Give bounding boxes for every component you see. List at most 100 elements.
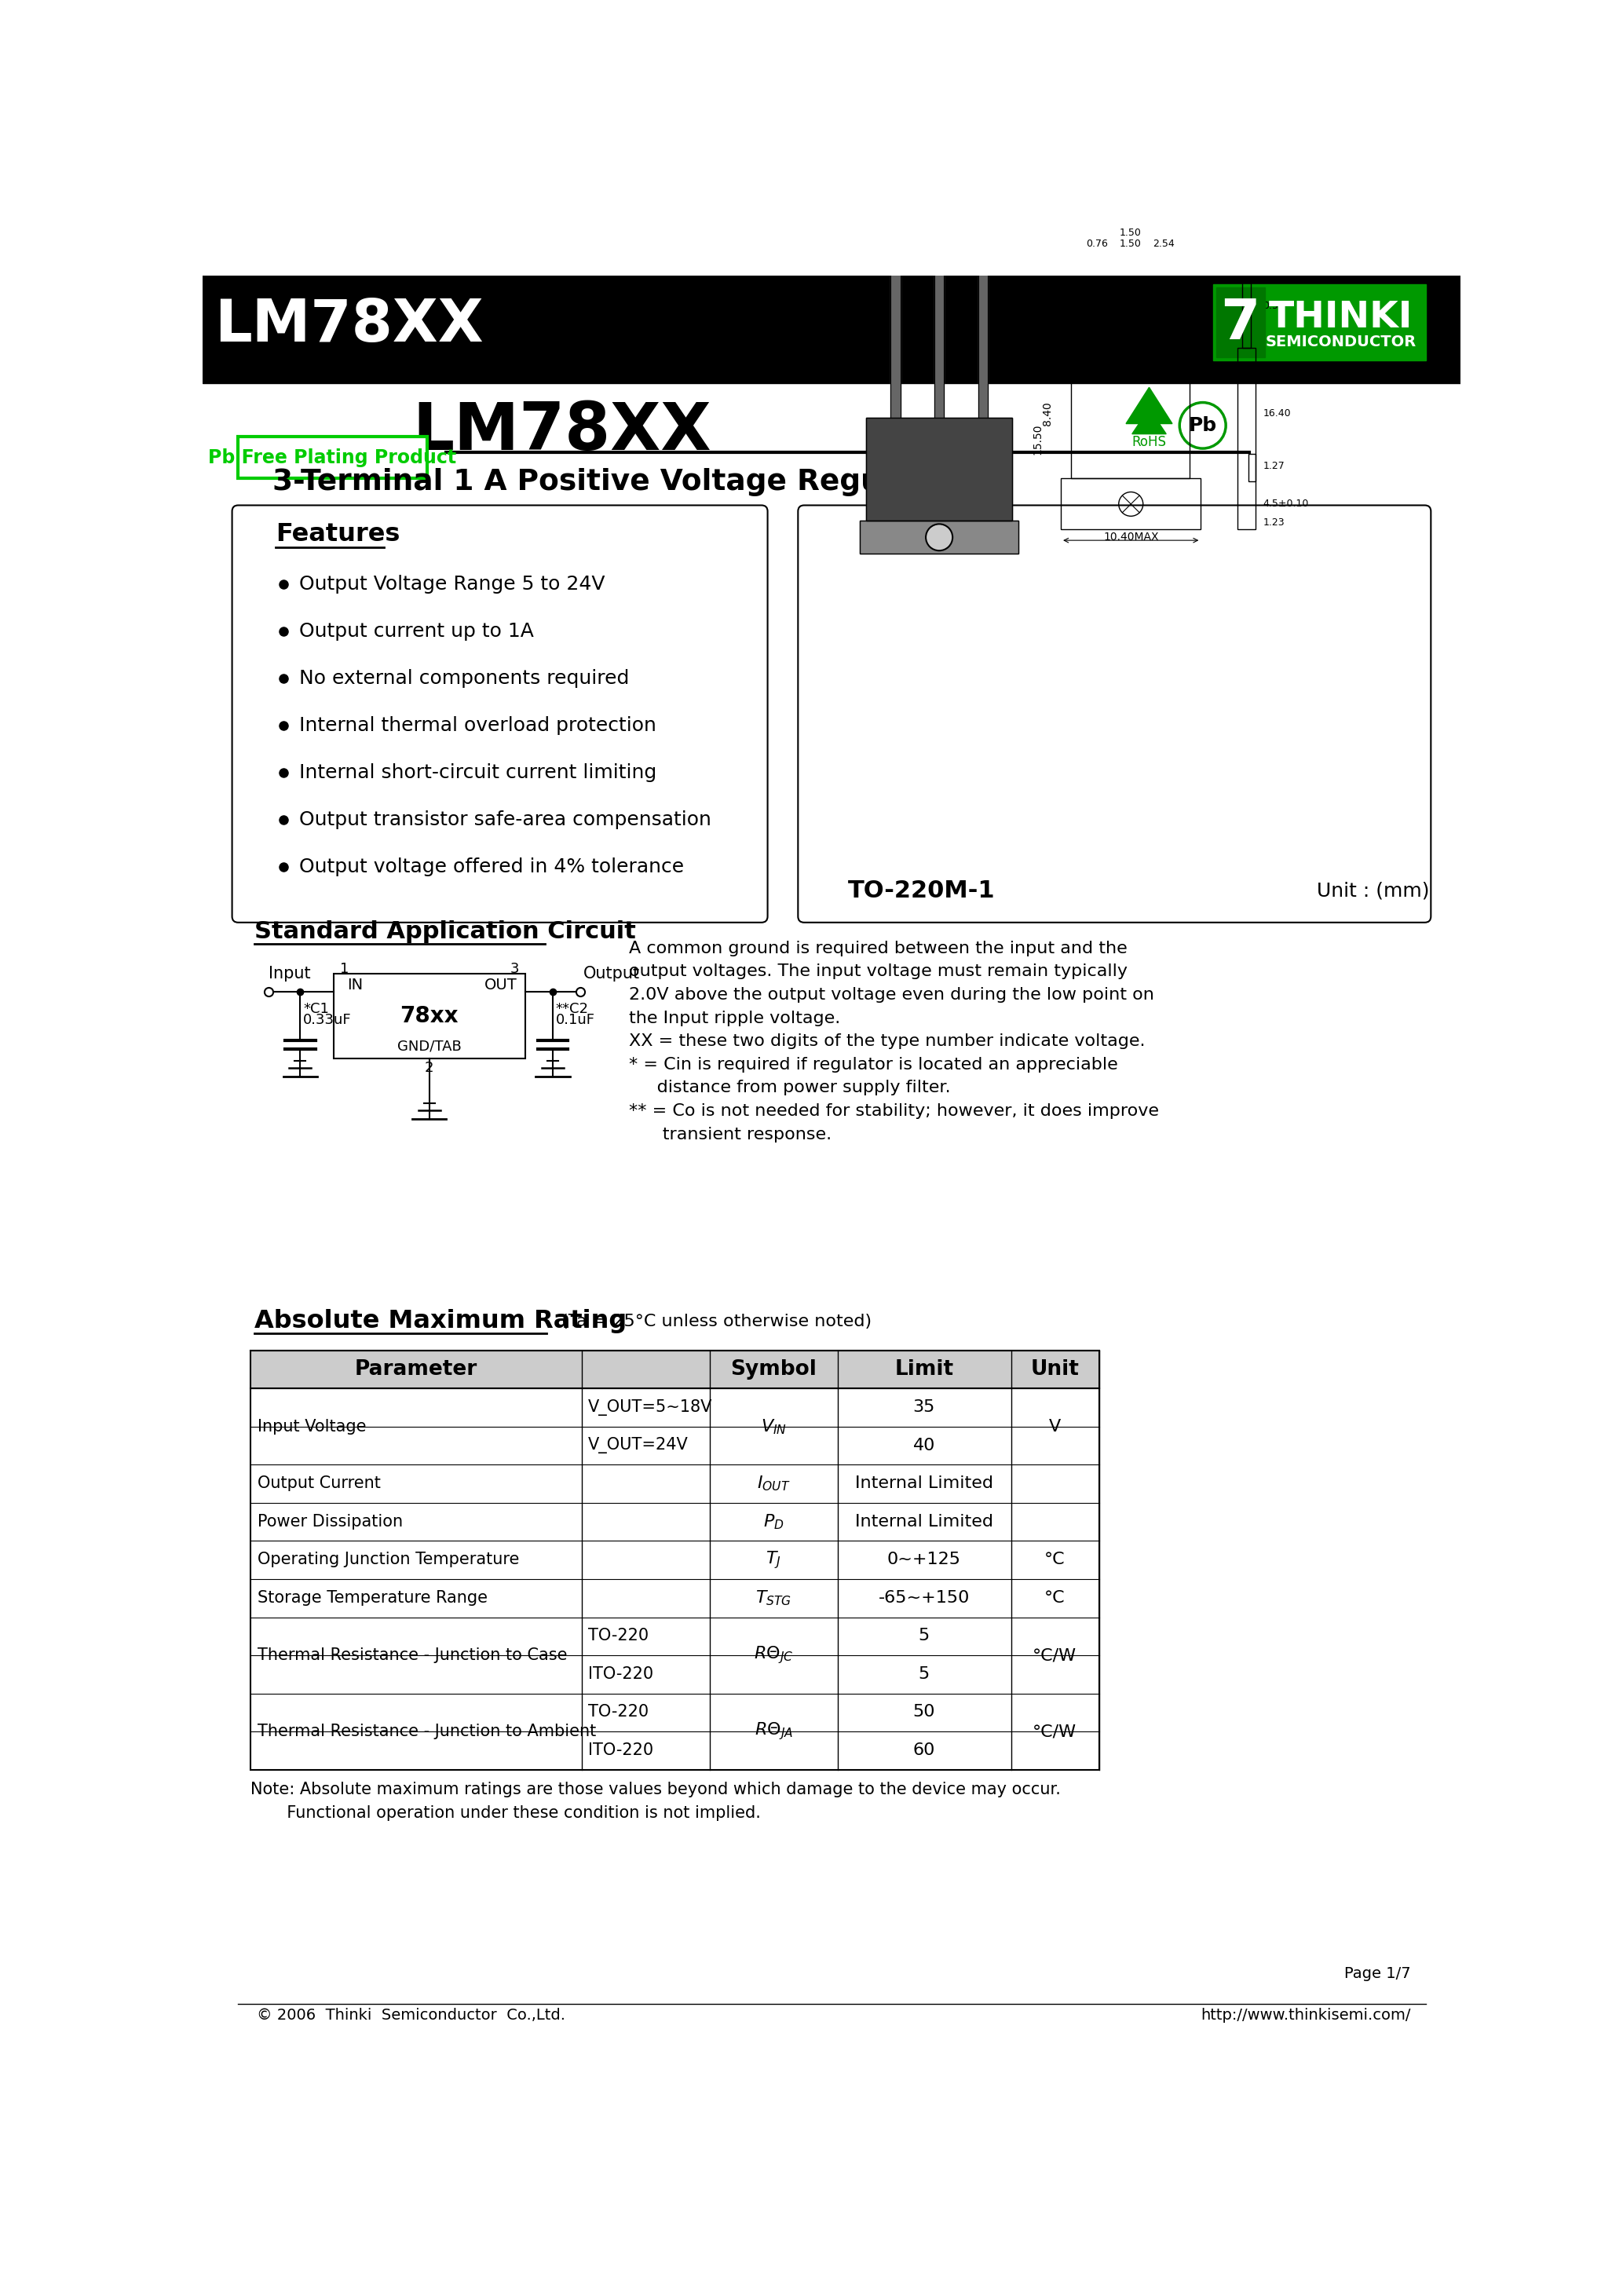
- Text: V_OUT=5~18V: V_OUT=5~18V: [588, 1398, 712, 1417]
- Text: 1: 1: [341, 962, 349, 976]
- Text: 4.5±0.10: 4.5±0.10: [1263, 498, 1308, 510]
- Polygon shape: [1126, 388, 1172, 425]
- Text: http://www.thinkisemi.com/: http://www.thinkisemi.com/: [1201, 2009, 1410, 2023]
- Text: $T_J$: $T_J$: [766, 1550, 781, 1570]
- Text: °C/W: °C/W: [1032, 1724, 1076, 1740]
- Text: 0.1uF: 0.1uF: [555, 1013, 596, 1026]
- Bar: [860, 521, 1018, 553]
- Text: $T_{STG}$: $T_{STG}$: [756, 1589, 792, 1607]
- Text: V: V: [1048, 1419, 1061, 1435]
- Text: Internal Limited: Internal Limited: [855, 1513, 993, 1529]
- Text: 78xx: 78xx: [399, 1006, 458, 1026]
- Bar: [1092, 264, 1100, 349]
- Text: Features: Features: [276, 521, 401, 546]
- Text: Output Current: Output Current: [258, 1476, 381, 1492]
- Text: °C: °C: [1044, 1552, 1065, 1568]
- Text: (Ta = 25°C unless otherwise noted): (Ta = 25°C unless otherwise noted): [555, 1313, 872, 1329]
- Text: Page 1/7: Page 1/7: [1344, 1965, 1410, 1981]
- Text: GND/TAB: GND/TAB: [398, 1040, 461, 1054]
- Text: OUT: OUT: [485, 978, 518, 992]
- Text: Output voltage offered in 4% tolerance: Output voltage offered in 4% tolerance: [299, 856, 683, 877]
- Text: A common ground is required between the input and the
output voltages. The input: A common ground is required between the …: [628, 941, 1159, 1141]
- Text: SEMICONDUCTOR: SEMICONDUCTOR: [1266, 335, 1417, 349]
- Text: Output current up to 1A: Output current up to 1A: [299, 622, 534, 641]
- Text: LM78XX: LM78XX: [214, 296, 484, 354]
- Text: 1.23: 1.23: [1263, 517, 1285, 528]
- Circle shape: [925, 523, 953, 551]
- Text: Internal thermal overload protection: Internal thermal overload protection: [299, 716, 656, 735]
- Bar: [203, 372, 1461, 383]
- Bar: [1071, 349, 1190, 478]
- Bar: [935, 273, 945, 418]
- Text: Unit: Unit: [1031, 1359, 1079, 1380]
- Text: **C2: **C2: [555, 1001, 589, 1017]
- Text: ®: ®: [1428, 349, 1446, 363]
- Text: 2.54: 2.54: [1152, 239, 1175, 250]
- FancyBboxPatch shape: [232, 505, 768, 923]
- Bar: [1159, 264, 1169, 349]
- Text: Output: Output: [583, 967, 639, 983]
- Text: 0.5: 0.5: [1263, 301, 1279, 310]
- Text: Operating Junction Temperature: Operating Junction Temperature: [258, 1552, 519, 1568]
- Text: $V_{IN}$: $V_{IN}$: [761, 1417, 787, 1435]
- Bar: [891, 273, 901, 418]
- Text: 3: 3: [510, 962, 519, 976]
- Text: 5: 5: [919, 1667, 930, 1683]
- Text: Input: Input: [268, 967, 310, 983]
- Bar: [1126, 264, 1134, 349]
- Text: 1.50: 1.50: [1120, 227, 1141, 239]
- FancyBboxPatch shape: [239, 436, 427, 478]
- Text: 35: 35: [912, 1401, 935, 1414]
- Text: 40: 40: [912, 1437, 935, 1453]
- Text: Output transistor safe-area compensation: Output transistor safe-area compensation: [299, 810, 711, 829]
- Bar: [1216, 287, 1264, 358]
- Text: Symbol: Symbol: [730, 1359, 816, 1380]
- Bar: [891, 273, 901, 418]
- Text: IN: IN: [347, 978, 364, 992]
- Bar: [935, 273, 945, 418]
- Text: Limit: Limit: [894, 1359, 953, 1380]
- Text: TO-220M-1: TO-220M-1: [847, 879, 995, 902]
- Polygon shape: [1133, 409, 1167, 434]
- Text: 0.33uF: 0.33uF: [304, 1013, 352, 1026]
- Text: 7: 7: [1220, 296, 1259, 351]
- Text: Note: Absolute maximum ratings are those values beyond which damage to the devic: Note: Absolute maximum ratings are those…: [250, 1782, 1060, 1821]
- Text: V_OUT=24V: V_OUT=24V: [588, 1437, 688, 1453]
- Text: RoHS: RoHS: [1131, 434, 1167, 448]
- Text: 60: 60: [912, 1743, 935, 1759]
- Text: $R\Theta_{JC}$: $R\Theta_{JC}$: [753, 1644, 794, 1667]
- Bar: [1237, 349, 1256, 530]
- Text: °C/W: °C/W: [1032, 1649, 1076, 1662]
- Text: 5: 5: [919, 1628, 930, 1644]
- Text: Pb Free Plating Product: Pb Free Plating Product: [208, 448, 456, 468]
- Text: 15.50: 15.50: [1032, 422, 1044, 455]
- Text: Storage Temperature Range: Storage Temperature Range: [258, 1589, 487, 1605]
- Text: No external components required: No external components required: [299, 668, 630, 687]
- Text: ITO-220: ITO-220: [588, 1743, 654, 1759]
- Text: Parameter: Parameter: [354, 1359, 477, 1380]
- Text: TO-220: TO-220: [588, 1704, 649, 1720]
- Text: 3.70: 3.70: [1032, 276, 1044, 301]
- Bar: [1248, 455, 1256, 482]
- Text: Thermal Resistance - Junction to Case: Thermal Resistance - Junction to Case: [258, 1649, 568, 1662]
- Text: $P_D$: $P_D$: [763, 1513, 784, 1531]
- Bar: [1212, 285, 1427, 360]
- Bar: [250, 1350, 1099, 1770]
- Text: 10.40MAX: 10.40MAX: [1104, 533, 1159, 542]
- Bar: [1242, 264, 1251, 349]
- Text: Power Dissipation: Power Dissipation: [258, 1513, 403, 1529]
- Bar: [979, 273, 988, 418]
- Text: Internal short-circuit current limiting: Internal short-circuit current limiting: [299, 762, 656, 783]
- Text: 2: 2: [425, 1061, 433, 1075]
- Text: Thermal Resistance - Junction to Ambient: Thermal Resistance - Junction to Ambient: [258, 1724, 596, 1740]
- FancyBboxPatch shape: [799, 505, 1431, 923]
- Text: ITO-220: ITO-220: [588, 1667, 654, 1683]
- Text: *C1: *C1: [304, 1001, 329, 1017]
- Text: °C: °C: [1044, 1589, 1065, 1605]
- Text: Pb: Pb: [1188, 416, 1217, 434]
- Bar: [867, 418, 1013, 521]
- Text: Internal Limited: Internal Limited: [855, 1476, 993, 1492]
- Text: 13.50: 13.50: [1045, 289, 1055, 321]
- Text: 16.40: 16.40: [1263, 409, 1290, 418]
- Text: Input Voltage: Input Voltage: [258, 1419, 367, 1435]
